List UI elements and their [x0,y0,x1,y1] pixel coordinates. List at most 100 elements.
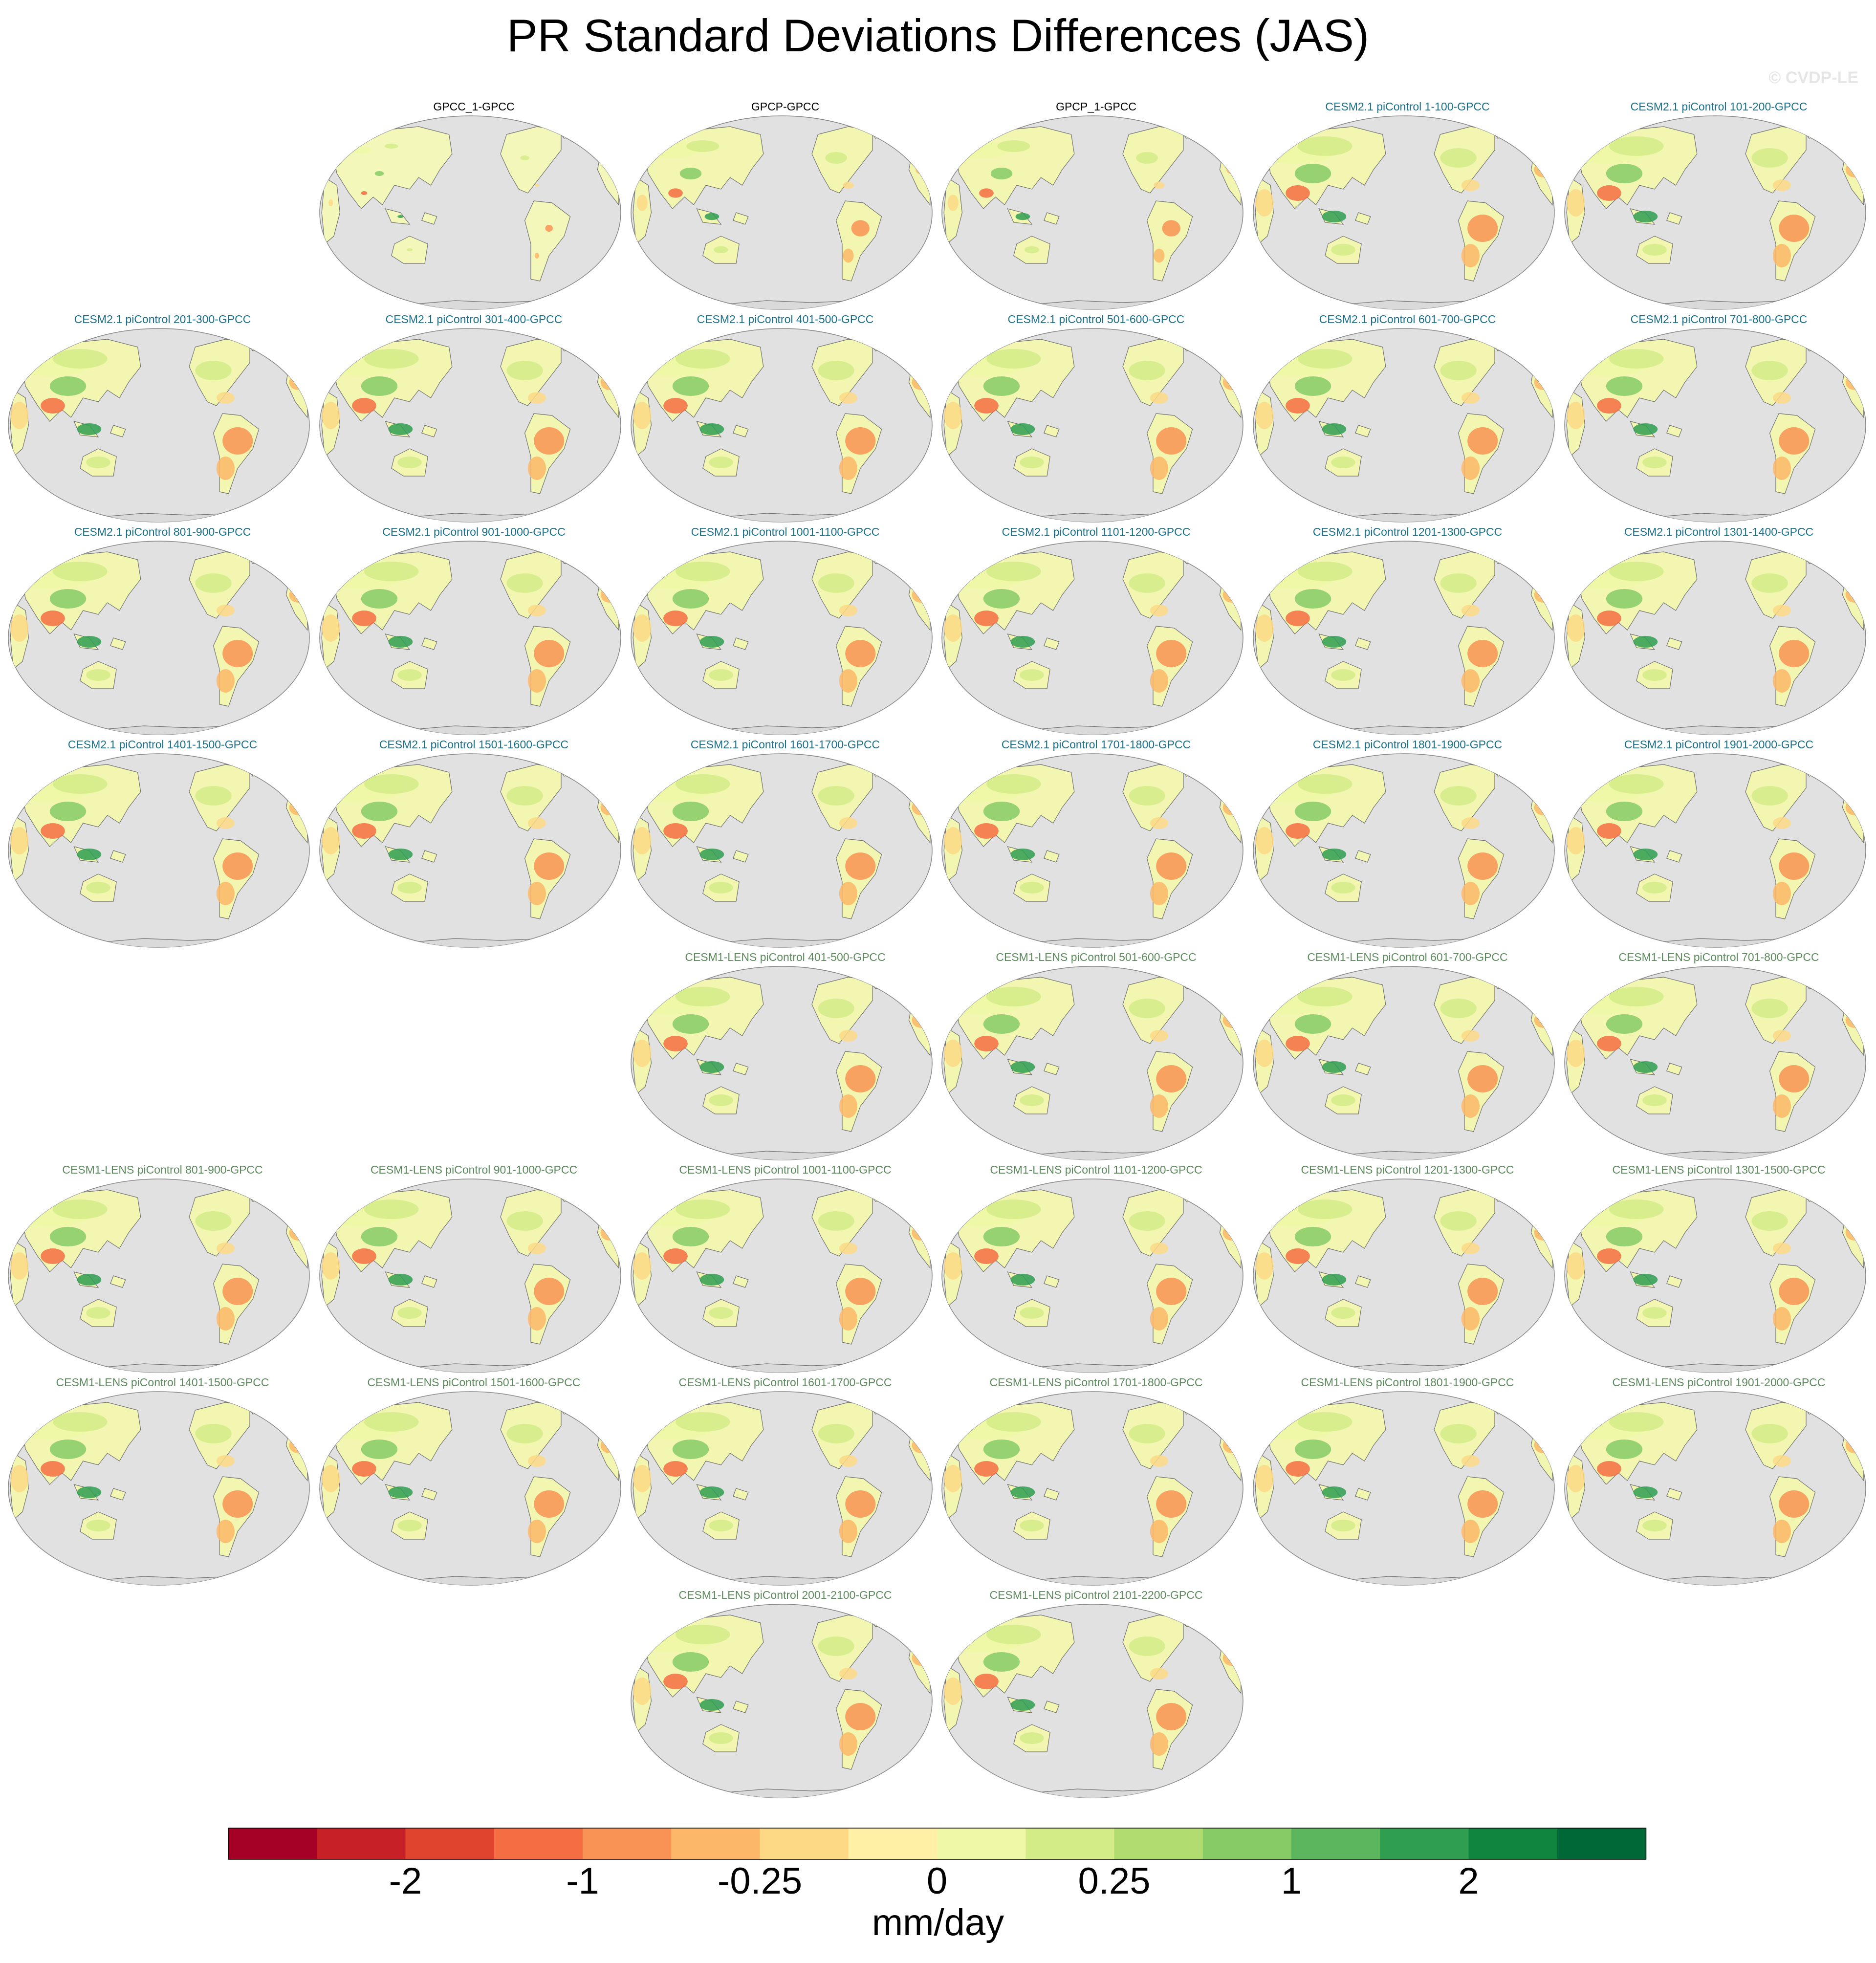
world-map [1253,753,1555,948]
anomaly-patch [352,1461,376,1477]
anomaly-patch [1020,1732,1044,1744]
anomaly-patch [845,427,876,455]
anomaly-patch [1772,457,1791,480]
continent [1044,1488,1060,1501]
anomaly-patch [1467,215,1498,242]
anomaly-patch [397,457,422,468]
world-map [631,1391,933,1586]
colorbar-swatch [317,1828,406,1859]
anomaly-patch [1156,427,1187,455]
anomaly-patch [704,213,720,220]
anomaly-patch [1136,152,1158,164]
anomaly-patch [1286,1036,1310,1051]
anomaly-patch [1156,1065,1187,1092]
anomaly-patch [986,562,1041,581]
anomaly-patch [1461,179,1480,191]
anomaly-patch [990,168,1013,179]
continent [1044,212,1060,225]
world-map [319,328,621,523]
world-map [319,753,621,948]
colorbar-tick-label: 0.25 [1078,1860,1151,1902]
anomaly-patch [839,1668,857,1679]
anomaly-patch [633,1040,652,1067]
anomaly-patch [1020,1520,1044,1531]
anomaly-patch [1294,1440,1331,1459]
map-panel: CESM2.1 piControl 1801-1900-GPCC [1252,738,1563,948]
anomaly-patch [397,215,404,218]
world-map [8,1391,310,1586]
anomaly-patch [388,423,413,435]
anomaly-patch [1298,1412,1352,1432]
world-map [631,753,933,948]
anomaly-patch [839,1455,857,1467]
anomaly-patch [1010,849,1035,860]
continent [1666,212,1682,225]
anomaly-patch [364,1412,419,1432]
anomaly-patch [1779,427,1810,455]
continent [733,850,749,863]
continent [110,1488,126,1501]
anomaly-patch [374,171,384,176]
anomaly-patch [1222,800,1241,815]
anomaly-patch [1772,392,1791,404]
anomaly-patch [818,361,854,380]
anomaly-patch [1779,640,1810,667]
anomaly-patch [851,220,870,237]
continent [733,1488,749,1501]
anomaly-patch [1440,1211,1477,1231]
continent [1044,1275,1060,1288]
anomaly-patch [1461,1520,1480,1543]
world-map [941,1178,1243,1373]
anomaly-patch [1331,669,1355,681]
anomaly-patch [974,398,999,414]
anomaly-patch [527,1243,546,1254]
panel-title: CESM1-LENS piControl 1501-1600-GPCC [367,1376,581,1389]
continent [1355,637,1371,650]
anomaly-patch [361,802,398,821]
anomaly-patch [506,786,543,806]
anomaly-patch [825,152,847,164]
anomaly-patch [1772,882,1791,905]
continent [1666,850,1682,863]
anomaly-patch [676,1625,730,1644]
anomaly-patch [1534,800,1552,815]
anomaly-patch [1298,987,1352,1006]
anomaly-patch [974,611,999,626]
anomaly-patch [1467,427,1498,455]
anomaly-patch [1606,589,1643,609]
colorbar-tick-label: -0.25 [717,1860,803,1902]
world-map [319,1391,621,1586]
anomaly-patch [709,1307,733,1319]
anomaly-patch [1222,1225,1241,1241]
anomaly-patch [600,1438,619,1453]
anomaly-patch [818,1636,854,1656]
anomaly-patch [1154,181,1165,189]
anomaly-patch [912,1438,930,1453]
panel-title: CESM1-LENS piControl 1801-1900-GPCC [1301,1376,1514,1389]
anomaly-patch [1779,1278,1810,1305]
anomaly-patch [527,882,546,905]
world-map [631,1178,933,1373]
anomaly-patch [845,852,876,880]
anomaly-patch [1751,361,1788,380]
continent [733,425,749,437]
colorbar-swatch [671,1828,760,1859]
anomaly-patch [1779,215,1810,242]
anomaly-patch [1467,640,1498,667]
world-map [8,328,310,523]
anomaly-patch [10,827,29,854]
anomaly-patch [1461,817,1480,829]
anomaly-patch [607,168,612,172]
map-panel: CESM2.1 piControl 301-400-GPCC [319,313,629,523]
anomaly-patch [944,1040,962,1067]
anomaly-patch [1156,1278,1187,1305]
anomaly-patch [361,376,398,396]
anomaly-patch [986,987,1041,1006]
map-panel: CESM2.1 piControl 1201-1300-GPCC [1252,525,1563,736]
anomaly-patch [676,562,730,581]
colorbar-swatch [405,1828,495,1859]
anomaly-patch [944,827,962,854]
anomaly-patch [1150,1243,1168,1254]
anomaly-patch [1534,1012,1552,1028]
anomaly-patch [77,1274,102,1286]
